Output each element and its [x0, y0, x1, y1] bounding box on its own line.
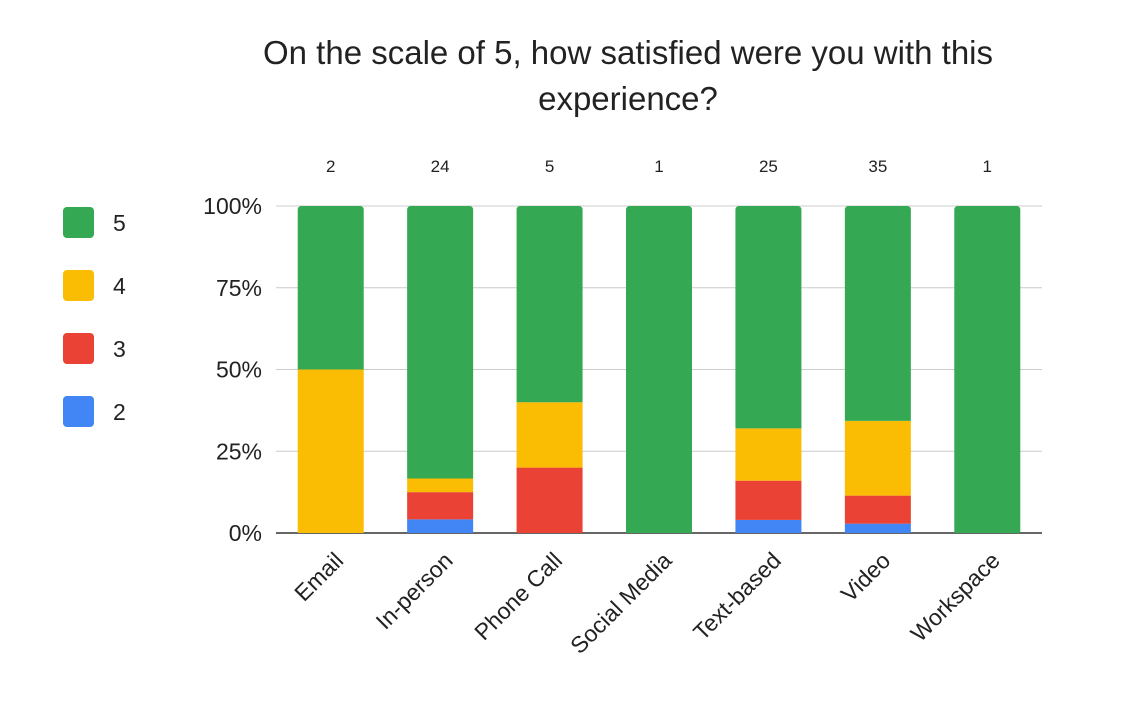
legend-label-3: 3 — [113, 336, 126, 362]
bar-segment-workspace-5 — [954, 206, 1021, 533]
y-tick-label: 100% — [203, 193, 262, 219]
bar-total-label: 35 — [868, 157, 887, 176]
legend-swatch-5 — [63, 207, 94, 238]
bars — [297, 206, 1021, 533]
bar-segment-phone-call-5 — [516, 206, 583, 403]
legend-label-2: 2 — [113, 399, 126, 425]
bar-segment-in-person-5 — [407, 206, 474, 479]
bar-segment-video-3 — [844, 495, 911, 524]
x-tick-label: In-person — [371, 547, 458, 634]
x-tick-label: Video — [836, 547, 896, 607]
x-tick-label: Social Media — [565, 547, 677, 659]
bar-total-label: 5 — [545, 157, 554, 176]
chart-title-line-1: On the scale of 5, how satisfied were yo… — [263, 34, 993, 71]
bar-segment-email-4 — [297, 369, 364, 533]
legend-swatch-3 — [63, 333, 94, 364]
bar-total-label: 1 — [983, 157, 992, 176]
bar-segment-video-2 — [844, 523, 911, 533]
bar-segment-text-based-2 — [735, 519, 802, 533]
x-tick-label: Workspace — [905, 547, 1004, 646]
y-tick-label: 75% — [216, 275, 262, 301]
bar-total-label: 25 — [759, 157, 778, 176]
legend-label-4: 4 — [113, 273, 126, 299]
y-tick-label: 25% — [216, 438, 262, 464]
legend-swatch-4 — [63, 270, 94, 301]
legend-swatch-2 — [63, 396, 94, 427]
bar-segment-email-5 — [297, 206, 364, 370]
bar-segment-phone-call-3 — [516, 467, 583, 533]
bar-total-label: 24 — [431, 157, 450, 176]
bar-total-label: 1 — [654, 157, 663, 176]
x-tick-label: Phone Call — [469, 547, 567, 645]
bar-segment-in-person-3 — [407, 492, 474, 520]
y-tick-label: 0% — [229, 520, 262, 546]
x-tick-label: Text-based — [688, 547, 786, 645]
y-tick-label: 50% — [216, 357, 262, 383]
bar-segment-social-media-5 — [626, 206, 692, 533]
x-tick-label: Email — [289, 547, 348, 606]
bar-segment-in-person-2 — [407, 519, 474, 533]
bar-segment-text-based-3 — [735, 480, 802, 520]
bar-segment-video-5 — [844, 206, 911, 421]
bar-segment-in-person-4 — [407, 478, 474, 493]
legend-label-5: 5 — [113, 210, 126, 236]
bar-segment-video-4 — [844, 420, 911, 496]
bar-segment-text-based-5 — [735, 206, 802, 429]
chart-title-line-2: experience? — [538, 80, 718, 117]
bar-segment-text-based-4 — [735, 428, 802, 481]
bar-segment-phone-call-4 — [516, 402, 583, 468]
bar-totals: 2 24 5 1 25 35 1 — [326, 157, 992, 176]
legend: 5 4 3 2 — [63, 207, 126, 427]
bar-total-label: 2 — [326, 157, 335, 176]
y-axis-ticks: 0% 25% 50% 75% 100% — [203, 193, 262, 546]
